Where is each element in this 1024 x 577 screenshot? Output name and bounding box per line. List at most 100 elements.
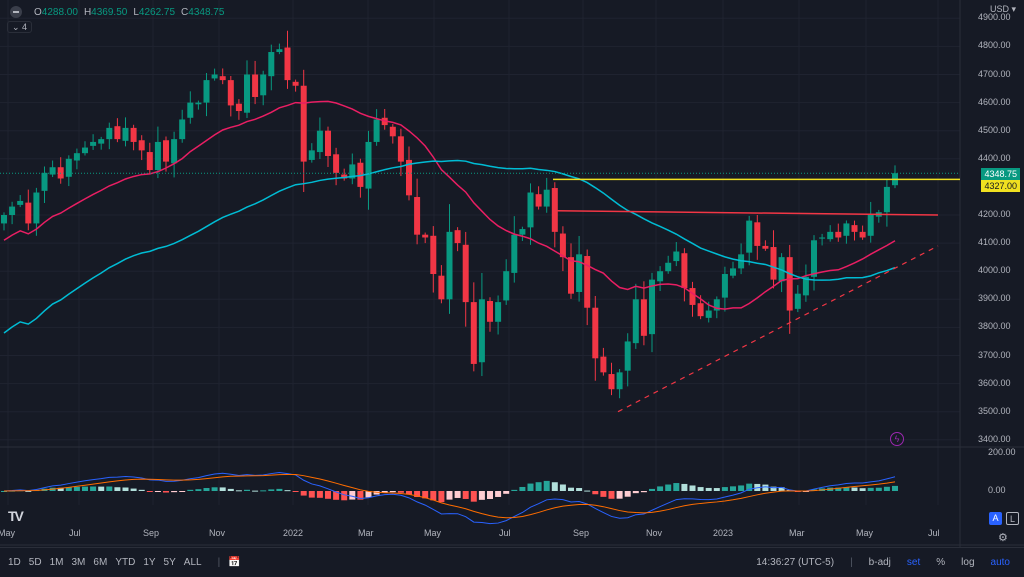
macd-histogram-bar: [308, 491, 315, 498]
tradingview-logo[interactable]: TV: [8, 508, 24, 524]
candle-down: [227, 80, 234, 106]
macd-histogram-bar: [673, 483, 680, 491]
candle-down: [608, 374, 615, 390]
candle-down: [163, 140, 169, 162]
macd-histogram-bar: [333, 491, 340, 500]
macd-histogram-bar: [187, 489, 194, 491]
time-tick: 2023: [713, 528, 734, 538]
macd-histogram-bar: [171, 491, 178, 493]
candle-down: [430, 235, 437, 275]
macd-histogram-bar: [430, 491, 437, 501]
candle-down: [422, 234, 429, 238]
candle-up: [1, 215, 7, 224]
lightning-alert-icon[interactable]: ϟ: [890, 432, 904, 446]
macd-histogram-bar: [746, 483, 753, 491]
chart-canvas[interactable]: [0, 0, 1024, 547]
macd-histogram-bar: [454, 491, 461, 498]
macd-histogram-bar: [592, 491, 599, 495]
candle-down: [568, 257, 574, 294]
candle-up: [576, 254, 583, 292]
time-tick: May: [0, 528, 16, 538]
macd-histogram-bar: [551, 482, 558, 491]
range-button-1y[interactable]: 1Y: [143, 556, 156, 568]
macd-histogram-bar: [389, 491, 396, 493]
macd-histogram-bar: [519, 486, 526, 491]
macd-histogram-bar: [843, 487, 850, 491]
macd-histogram-bar: [883, 486, 890, 491]
macd-histogram-bar: [211, 487, 218, 491]
macd-histogram-bar: [114, 487, 121, 491]
macd-histogram-bar: [163, 491, 169, 493]
macd-histogram-bar: [203, 488, 210, 491]
range-button-5d[interactable]: 5D: [28, 556, 42, 568]
log-scale-toggle[interactable]: log: [961, 557, 975, 568]
macd-histogram-bar: [665, 484, 672, 491]
macd-histogram-bar: [65, 487, 72, 491]
macd-histogram-bar: [697, 487, 704, 491]
back-adjust-toggle[interactable]: b-adj: [868, 557, 891, 568]
close-label: C: [181, 6, 189, 18]
candle-down: [341, 174, 348, 179]
visibility-icon[interactable]: [10, 6, 22, 18]
price-tick: 4800.00: [978, 40, 1011, 51]
range-button-ytd[interactable]: YTD: [115, 556, 136, 568]
candle-down: [851, 225, 858, 232]
candle-up: [649, 279, 655, 335]
auto-scale-button[interactable]: A: [989, 512, 1002, 525]
macd-histogram-bar: [98, 486, 105, 491]
macd-histogram-bar: [559, 484, 566, 491]
ohlc-legend: O 4288.00 H 4369.50 L 4262.75 C 4348.75: [10, 6, 224, 18]
log-scale-button[interactable]: L: [1006, 512, 1019, 525]
candle-down: [357, 162, 364, 187]
macd-histogram-bar: [470, 491, 477, 502]
candle-up: [673, 251, 680, 262]
open-label: O: [34, 6, 42, 18]
candle-up: [519, 229, 526, 235]
range-button-6m[interactable]: 6M: [93, 556, 108, 568]
indicators-toggle[interactable]: ⌄ 4: [7, 21, 33, 33]
currency-selector[interactable]: USD ▾: [989, 4, 1016, 14]
range-button-1m[interactable]: 1M: [49, 556, 64, 568]
auto-scale-toggle[interactable]: auto: [990, 557, 1010, 568]
calendar-goto-icon[interactable]: 📅: [228, 556, 241, 568]
clock[interactable]: 14:36:27 (UTC-5): [756, 557, 835, 568]
candle-up: [478, 299, 485, 363]
macd-histogram-bar: [25, 490, 32, 492]
macd-histogram-bar: [252, 490, 259, 492]
candle-up: [365, 141, 372, 189]
candle-up: [657, 271, 664, 282]
candle-up: [106, 127, 113, 140]
bottom-toolbar: 1D 5D 1M 3M 6M YTD 1Y 5Y ALL | 📅 14:36:27 (UTC-5…: [0, 547, 1024, 576]
candle-up: [373, 119, 380, 142]
macd-histogram-bar: [57, 487, 64, 491]
range-button-5y[interactable]: 5Y: [163, 556, 176, 568]
price-tick: 3900.00: [978, 293, 1011, 304]
candle-up: [41, 172, 48, 191]
percent-scale-toggle[interactable]: %: [936, 557, 946, 568]
candle-down: [406, 159, 412, 196]
candle-down: [130, 127, 137, 142]
candle-down: [859, 231, 866, 238]
candle-down: [138, 140, 145, 151]
range-buttons: 1D 5D 1M 3M 6M YTD 1Y 5Y ALL: [8, 557, 210, 568]
indicator-count: 4: [22, 22, 28, 32]
range-button-3m[interactable]: 3M: [71, 556, 86, 568]
time-tick: Nov: [209, 528, 226, 538]
candle-down: [535, 194, 542, 207]
macd-histogram-bar: [365, 491, 372, 498]
candle-up: [503, 271, 510, 301]
macd-histogram-bar: [235, 490, 242, 492]
macd-histogram-bar: [349, 491, 356, 500]
macd-histogram-bar: [657, 486, 664, 491]
price-tick: 4500.00: [978, 124, 1011, 135]
settlement-toggle[interactable]: set: [906, 557, 921, 568]
candle-up: [82, 147, 88, 154]
range-button-all[interactable]: ALL: [183, 556, 202, 568]
candle-down: [219, 76, 226, 81]
candle-up: [843, 223, 850, 236]
candle-up: [268, 52, 275, 77]
macd-tick: 200.00: [988, 447, 1016, 457]
settings-gear-icon[interactable]: ⚙: [998, 532, 1008, 544]
candle-down: [600, 356, 607, 373]
range-button-1d[interactable]: 1D: [8, 556, 21, 568]
